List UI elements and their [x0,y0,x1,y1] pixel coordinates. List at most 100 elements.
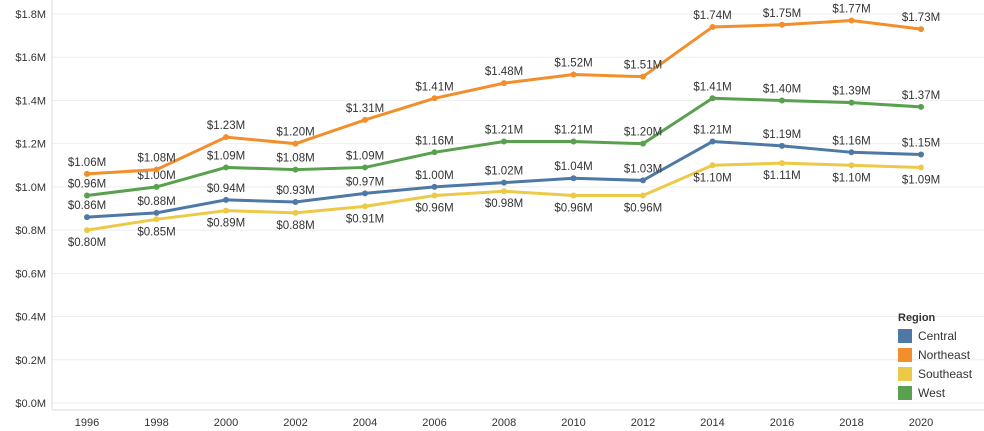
data-label: $1.09M [346,150,384,162]
data-point [431,192,438,199]
data-point [779,21,785,28]
legend-title: Region [898,312,936,324]
data-point [223,164,229,171]
y-tick-label: $0.2M [15,355,46,367]
data-point [570,138,577,145]
data-label: $1.19M [763,129,801,141]
y-tick-label: $0.0M [15,398,46,410]
data-point [709,162,716,169]
data-label: $1.41M [693,81,731,93]
data-point [223,196,229,203]
data-point [501,80,507,87]
data-point [918,164,924,171]
data-label: $1.20M [276,127,314,139]
data-label: $0.96M [624,203,662,215]
data-label: $1.21M [693,125,731,137]
data-point [918,151,924,158]
data-point [292,199,299,206]
legend-label: Southeast [918,366,973,381]
x-tick-label: 2000 [214,417,238,429]
legend-item: West [898,383,972,402]
data-point [362,116,368,123]
legend-swatch [898,366,912,381]
data-label: $0.94M [207,183,245,195]
data-point [640,73,646,80]
y-tick-label: $1.6M [15,52,46,64]
data-label: $1.00M [415,170,453,182]
data-point [779,160,785,167]
x-tick-label: 2010 [561,417,585,429]
data-point [501,188,507,195]
data-point [848,149,855,156]
data-label: $1.39M [832,86,870,98]
data-label: $1.08M [276,153,314,165]
data-point [501,179,507,186]
data-label: $0.96M [68,179,106,191]
y-tick-label: $1.4M [15,95,46,107]
y-tick-label: $0.4M [15,312,46,324]
data-label: $1.48M [485,66,523,78]
data-point [779,142,785,149]
data-label: $1.77M [832,3,870,15]
data-point [640,177,646,184]
x-tick-label: 2002 [283,417,307,429]
x-tick-label: 2004 [353,417,377,429]
data-point [709,138,716,145]
data-point [153,183,160,190]
legend-item: Central [898,326,972,345]
data-point [153,216,160,223]
data-label: $1.75M [763,8,801,20]
x-tick-label: 2006 [422,417,446,429]
data-label: $1.06M [68,157,106,169]
data-point [570,175,577,182]
data-point [362,164,368,171]
x-tick-label: 1998 [144,417,168,429]
data-label: $1.23M [207,120,245,132]
data-label: $1.21M [554,125,592,137]
data-label: $0.80M [68,237,106,249]
data-point [570,192,577,199]
legend-label: Central [918,328,957,343]
data-point [153,209,160,216]
data-point [431,149,438,156]
data-point [640,192,646,199]
legend: Region Central Northeast Southeast West [898,312,972,402]
y-tick-label: $0.6M [15,268,46,280]
data-point [84,227,90,234]
data-point [292,140,299,147]
legend-swatch [898,347,912,362]
data-label: $0.86M [68,200,106,212]
data-label: $1.02M [485,166,523,178]
data-label: $1.20M [624,127,662,139]
data-point [292,209,299,216]
data-label: $1.09M [207,150,245,162]
data-point [918,26,924,33]
data-label: $1.00M [137,170,175,182]
legend-swatch [898,328,912,343]
data-label: $1.16M [832,135,870,147]
data-label: $1.08M [137,153,175,165]
data-point [431,95,438,102]
data-label: $1.10M [693,172,731,184]
y-tick-label: $1.2M [15,139,46,151]
data-label: $0.96M [554,203,592,215]
data-label: $0.96M [415,203,453,215]
data-label: $1.21M [485,125,523,137]
legend-item: Southeast [898,364,972,383]
data-label: $1.74M [693,10,731,22]
data-point [223,134,229,141]
x-tick-label: 2014 [700,417,724,429]
data-label: $1.37M [902,90,940,102]
data-point [84,214,90,221]
data-point [848,17,855,24]
data-point [709,95,716,102]
data-label: $0.85M [137,226,175,238]
data-point [292,166,299,173]
y-tick-label: $1.0M [15,182,46,194]
data-point [848,99,855,106]
data-label: $0.97M [346,176,384,188]
x-tick-label: 2012 [631,417,655,429]
data-point [918,103,924,110]
data-point [362,190,368,197]
